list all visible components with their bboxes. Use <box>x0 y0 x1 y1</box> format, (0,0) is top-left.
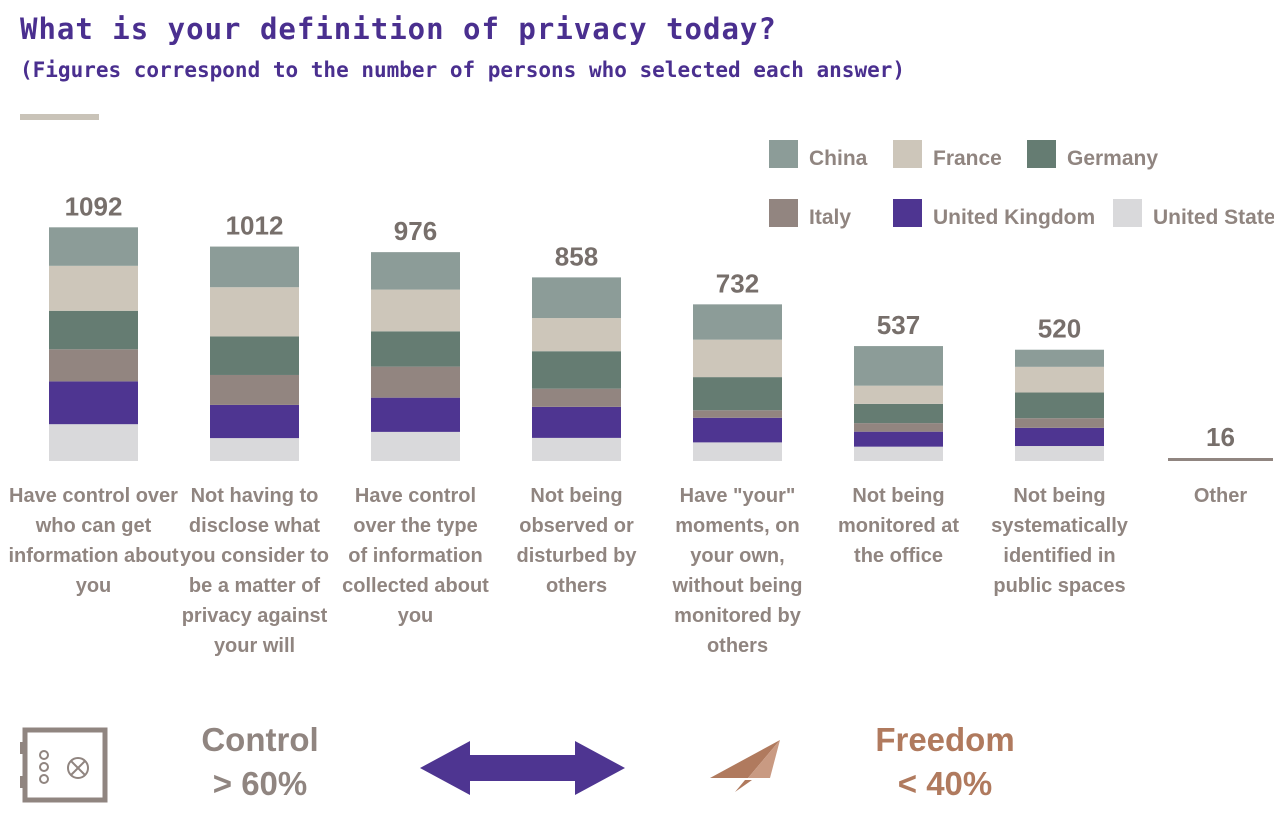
bar-segment-china <box>371 252 460 290</box>
bar-total-label: 537 <box>877 310 920 340</box>
bar-segment-france <box>532 318 621 352</box>
bar-segment-italy <box>210 374 299 405</box>
bars-group: 1092 1012 976 858 732 537 520 16 <box>49 191 1273 461</box>
legend: China France Germany Italy United Kingdom Uni… <box>769 140 1274 229</box>
bar-segment-italy <box>693 410 782 418</box>
bar-segment-france <box>49 265 138 311</box>
bar-segment-united-kingdom <box>210 404 299 439</box>
legend-swatch <box>769 199 798 227</box>
bar-segment-united-kingdom <box>371 397 460 432</box>
legend-label: United States <box>1153 206 1274 229</box>
bar-segment-germany <box>210 336 299 375</box>
bar-total-label: 16 <box>1206 422 1235 452</box>
safe-icon <box>20 727 108 803</box>
bar-segment-china <box>693 304 782 340</box>
category-label: Have "your" moments, on your own, without b… <box>672 485 803 657</box>
bar-total-label: 976 <box>394 216 437 246</box>
legend-swatch <box>893 140 922 168</box>
bar-segment-france <box>371 289 460 332</box>
bar-total-label: 520 <box>1038 314 1081 344</box>
category-label: Have control over the type of information c… <box>342 485 489 627</box>
legend-label: Italy <box>809 206 851 229</box>
double-arrow-icon <box>420 741 625 795</box>
control-summary: Control > 60% <box>180 718 340 806</box>
bar-segment-china <box>49 227 138 266</box>
bar-segment-united-states <box>854 446 943 461</box>
bar-segment-france <box>210 287 299 337</box>
freedom-summary: Freedom < 40% <box>855 718 1035 806</box>
bar-segment-italy <box>371 366 460 398</box>
bar-segment-united-states <box>371 431 460 461</box>
bar-segment-united-kingdom <box>49 381 138 425</box>
control-label: Control <box>201 721 319 758</box>
legend-swatch <box>769 140 798 168</box>
category-label: Have control over who can get information … <box>9 485 179 597</box>
bar-segment-united-kingdom <box>1015 427 1104 447</box>
category-label: Not being systematically identified in publ… <box>991 485 1129 597</box>
freedom-value: < 40% <box>897 765 993 802</box>
bar-segment-italy <box>532 388 621 407</box>
category-label: Other <box>1194 485 1248 507</box>
bar-segment-united-kingdom <box>854 431 943 447</box>
control-value: > 60% <box>212 765 308 802</box>
bar-segment-germany <box>371 331 460 367</box>
chart-title: What is your definition of privacy today… <box>20 12 777 46</box>
freedom-label: Freedom <box>875 721 1015 758</box>
bar-segment-united-kingdom <box>693 417 782 443</box>
category-label: Not having to disclose what you consider t… <box>180 485 329 657</box>
category-label: Not being monitored at the office <box>838 485 959 567</box>
bar-segment-germany <box>854 403 943 424</box>
paper-plane-icon <box>710 740 780 792</box>
legend-swatch <box>1113 199 1142 227</box>
bar-segment-italy <box>49 349 138 382</box>
bar-segment-china <box>210 246 299 288</box>
bar-segment-france <box>693 339 782 378</box>
bar-segment-united-kingdom <box>532 406 621 438</box>
bar-segment-united-states <box>49 424 138 461</box>
legend-label: France <box>933 147 1002 170</box>
bar-segment-china <box>1015 349 1104 367</box>
chart-subtitle: (Figures correspond to the number of per… <box>20 58 906 82</box>
bar-total-label: 1012 <box>226 211 284 241</box>
bar-segment-united-states <box>210 438 299 461</box>
legend-swatch <box>893 199 922 227</box>
legend-label: China <box>809 147 868 170</box>
bar-segment-united-states <box>532 437 621 461</box>
bar-segment-france <box>854 385 943 404</box>
bar-segment-china <box>854 346 943 386</box>
bar-segment-germany <box>49 310 138 350</box>
bar-segment-other <box>1168 458 1273 461</box>
bar-total-label: 1092 <box>65 191 123 221</box>
bar-segment-france <box>1015 366 1104 393</box>
legend-label: United Kingdom <box>933 206 1095 229</box>
category-label: Not being observed or disturbed by others <box>516 485 637 597</box>
bar-segment-germany <box>532 351 621 389</box>
bar-segment-italy <box>1015 418 1104 428</box>
bar-segment-united-states <box>693 442 782 461</box>
bar-segment-italy <box>854 423 943 432</box>
bar-total-label: 858 <box>555 241 598 271</box>
bar-segment-germany <box>693 377 782 411</box>
bar-total-label: 732 <box>716 268 759 298</box>
title-underline <box>20 114 99 120</box>
bar-segment-united-states <box>1015 446 1104 461</box>
legend-label: Germany <box>1067 147 1158 170</box>
category-labels: Have control over who can get information … <box>9 485 1248 657</box>
legend-swatch <box>1027 140 1056 168</box>
bar-segment-germany <box>1015 392 1104 419</box>
bar-segment-china <box>532 277 621 319</box>
